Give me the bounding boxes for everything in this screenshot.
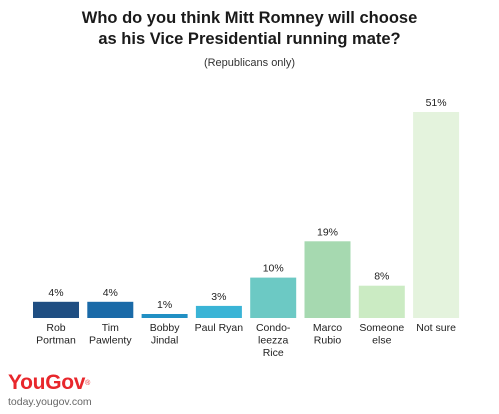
value-label-1: 4% bbox=[103, 287, 118, 299]
category-label-6: Someone else bbox=[359, 322, 404, 347]
bar-5 bbox=[304, 241, 351, 318]
chart-title-line-1: Who do you think Mitt Romney will choose bbox=[81, 9, 418, 27]
category-label-line: Rice bbox=[263, 347, 284, 359]
category-label-line: Rubio bbox=[314, 335, 342, 347]
bar-2 bbox=[141, 314, 188, 318]
bar-0 bbox=[33, 301, 79, 318]
bar-1 bbox=[87, 301, 134, 318]
value-label-3: 3% bbox=[211, 291, 226, 303]
category-label-2: Bobby Jindal bbox=[150, 322, 181, 347]
category-label-3: Paul Ryan bbox=[195, 322, 244, 334]
yougov-logo: YouGov® bbox=[8, 371, 91, 394]
category-label-line: Bobby bbox=[150, 322, 181, 334]
bar-7 bbox=[413, 112, 460, 318]
chart-title: Who do you think Mitt Romney will choose… bbox=[0, 8, 499, 50]
category-label-1: Tim Pawlenty bbox=[89, 322, 132, 347]
chart-subtitle: (Republicans only) bbox=[203, 57, 296, 69]
category-label-line: Not sure bbox=[416, 322, 456, 334]
category-label-line: Paul Ryan bbox=[195, 322, 244, 334]
bar-6 bbox=[358, 285, 405, 318]
value-label-7: 51% bbox=[426, 97, 447, 109]
category-label-line: Pawlenty bbox=[89, 335, 132, 347]
category-label-line: leezza bbox=[258, 335, 289, 347]
category-label-line: Marco bbox=[313, 322, 342, 334]
value-label-2: 1% bbox=[157, 299, 172, 311]
category-label-line: Condo- bbox=[256, 322, 291, 334]
category-label-line: Jindal bbox=[151, 335, 178, 347]
value-label-4: 10% bbox=[263, 263, 284, 275]
category-label-line: Tim bbox=[102, 322, 119, 334]
value-label-5: 19% bbox=[317, 226, 338, 238]
chart-title-line-2: as his Vice Presidential running mate? bbox=[98, 30, 401, 48]
category-label-line: Someone bbox=[359, 322, 404, 334]
source-url: today.yougov.com bbox=[8, 396, 92, 408]
category-label-0: Rob Portman bbox=[36, 322, 76, 347]
category-label-line: Portman bbox=[36, 335, 76, 347]
category-label-line: Rob bbox=[46, 322, 65, 334]
value-label-6: 8% bbox=[374, 271, 389, 283]
value-label-0: 4% bbox=[48, 287, 63, 299]
category-label-4: Condo-leezza Rice bbox=[256, 322, 291, 359]
category-label-7: Not sure bbox=[416, 322, 456, 334]
bar-4 bbox=[250, 277, 297, 318]
bar-3 bbox=[195, 305, 242, 318]
category-label-line: else bbox=[372, 335, 391, 347]
category-label-5: Marco Rubio bbox=[313, 322, 342, 347]
